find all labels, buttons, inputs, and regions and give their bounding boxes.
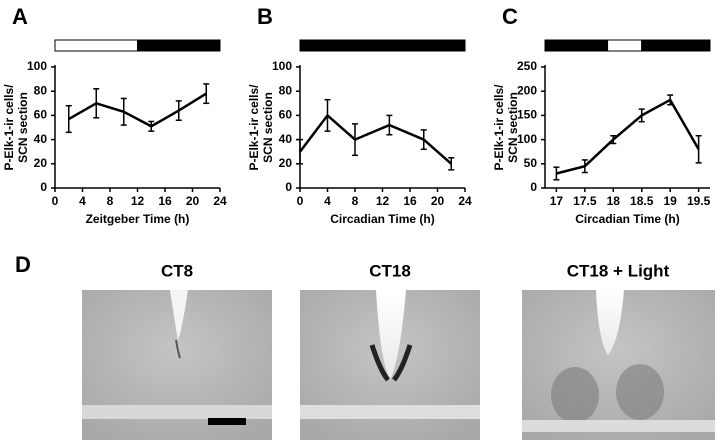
data-line [556, 98, 700, 175]
y-tick-label: 100 [27, 59, 47, 73]
x-tick-label: 18.5 [630, 194, 654, 208]
scale-bar [208, 418, 246, 425]
panel-label: D [15, 252, 31, 277]
x-axis-title: Zeitgeber Time (h) [86, 212, 190, 226]
ventricle [376, 290, 406, 380]
error-bar [638, 108, 645, 123]
y-tick-label: 20 [279, 156, 293, 170]
y-tick-label: 60 [279, 108, 293, 122]
error-bar [93, 88, 100, 119]
light-bar [137, 39, 221, 52]
y-tick-label: 250 [517, 59, 537, 73]
y-axis-title: P-Elk-1-ir cells/ [247, 84, 261, 171]
error-bar [695, 134, 702, 164]
error-bar [352, 123, 358, 157]
stain [391, 344, 413, 382]
y-tick-label: 200 [517, 83, 537, 97]
error-bar [448, 157, 455, 171]
light-bar [299, 39, 466, 52]
x-tick-label: 12 [376, 194, 390, 208]
light-bar [54, 39, 138, 52]
x-tick-label: 17.5 [573, 194, 597, 208]
data-line [68, 92, 207, 128]
chiasm [300, 405, 480, 419]
x-tick-label: 12 [131, 194, 145, 208]
x-tick-label: 16 [158, 194, 172, 208]
x-tick-label: 4 [324, 194, 331, 208]
image-title: CT18 + Light [567, 261, 670, 280]
y-tick-label: 100 [272, 59, 292, 73]
error-bar [297, 138, 303, 165]
y-tick-label: 100 [517, 132, 537, 146]
x-tick-label: 0 [52, 194, 59, 208]
y-axis-title: SCN section [506, 92, 520, 163]
y-axis-title: SCN section [261, 92, 275, 163]
x-tick-label: 24 [213, 194, 227, 208]
x-tick-label: 8 [352, 194, 359, 208]
light-bar [544, 39, 609, 52]
error-bar [120, 97, 127, 126]
y-tick-label: 40 [279, 132, 293, 146]
x-tick-label: 4 [79, 194, 86, 208]
panel-label: C [502, 4, 518, 29]
micrograph [300, 290, 480, 440]
x-tick-label: 0 [297, 194, 304, 208]
y-axis-title: SCN section [16, 92, 30, 163]
x-tick-label: 19.5 [687, 194, 711, 208]
light-bar [641, 39, 711, 52]
x-axis-title: Circadian Time (h) [330, 212, 434, 226]
y-tick-label: 0 [285, 180, 292, 194]
y-tick-label: 150 [517, 108, 537, 122]
error-bar [581, 159, 588, 174]
ventricle [170, 290, 188, 340]
light-bar [607, 39, 643, 52]
micrograph [82, 290, 272, 440]
y-axis-title: P-Elk-1-ir cells/ [492, 84, 506, 171]
y-tick-label: 20 [34, 156, 48, 170]
y-tick-label: 60 [34, 108, 48, 122]
x-tick-label: 20 [431, 194, 445, 208]
x-tick-label: 19 [663, 194, 677, 208]
x-tick-label: 16 [403, 194, 417, 208]
y-axis-title: P-Elk-1-ir cells/ [2, 84, 16, 171]
error-bar [553, 166, 560, 181]
x-tick-label: 17 [550, 194, 564, 208]
image-title: CT18 [369, 261, 411, 280]
image-title: CT8 [161, 261, 193, 280]
y-tick-label: 50 [524, 156, 538, 170]
x-tick-label: 18 [607, 194, 621, 208]
chiasm [522, 420, 715, 432]
error-bar [667, 94, 674, 106]
x-axis-title: Circadian Time (h) [575, 212, 679, 226]
error-bar [203, 83, 210, 105]
x-tick-label: 8 [107, 194, 114, 208]
y-tick-label: 0 [40, 180, 47, 194]
error-bar [324, 98, 331, 132]
y-tick-label: 40 [34, 132, 48, 146]
panel-label: B [257, 4, 273, 29]
x-tick-label: 24 [458, 194, 472, 208]
stain [551, 367, 599, 423]
error-bar [65, 104, 72, 134]
chiasm [82, 405, 272, 419]
y-tick-label: 80 [34, 83, 48, 97]
ventricle [596, 290, 624, 355]
x-tick-label: 20 [186, 194, 200, 208]
y-tick-label: 0 [530, 180, 537, 194]
error-bar [175, 100, 182, 121]
y-tick-label: 80 [279, 83, 293, 97]
error-bar [148, 120, 155, 132]
error-bar [610, 134, 617, 145]
error-bar [386, 114, 393, 136]
micrograph [522, 290, 715, 440]
stain [369, 344, 391, 382]
panel-label: A [12, 4, 28, 29]
data-line [299, 113, 453, 165]
stain [616, 364, 664, 420]
error-bar [420, 129, 427, 151]
midline [175, 339, 181, 359]
